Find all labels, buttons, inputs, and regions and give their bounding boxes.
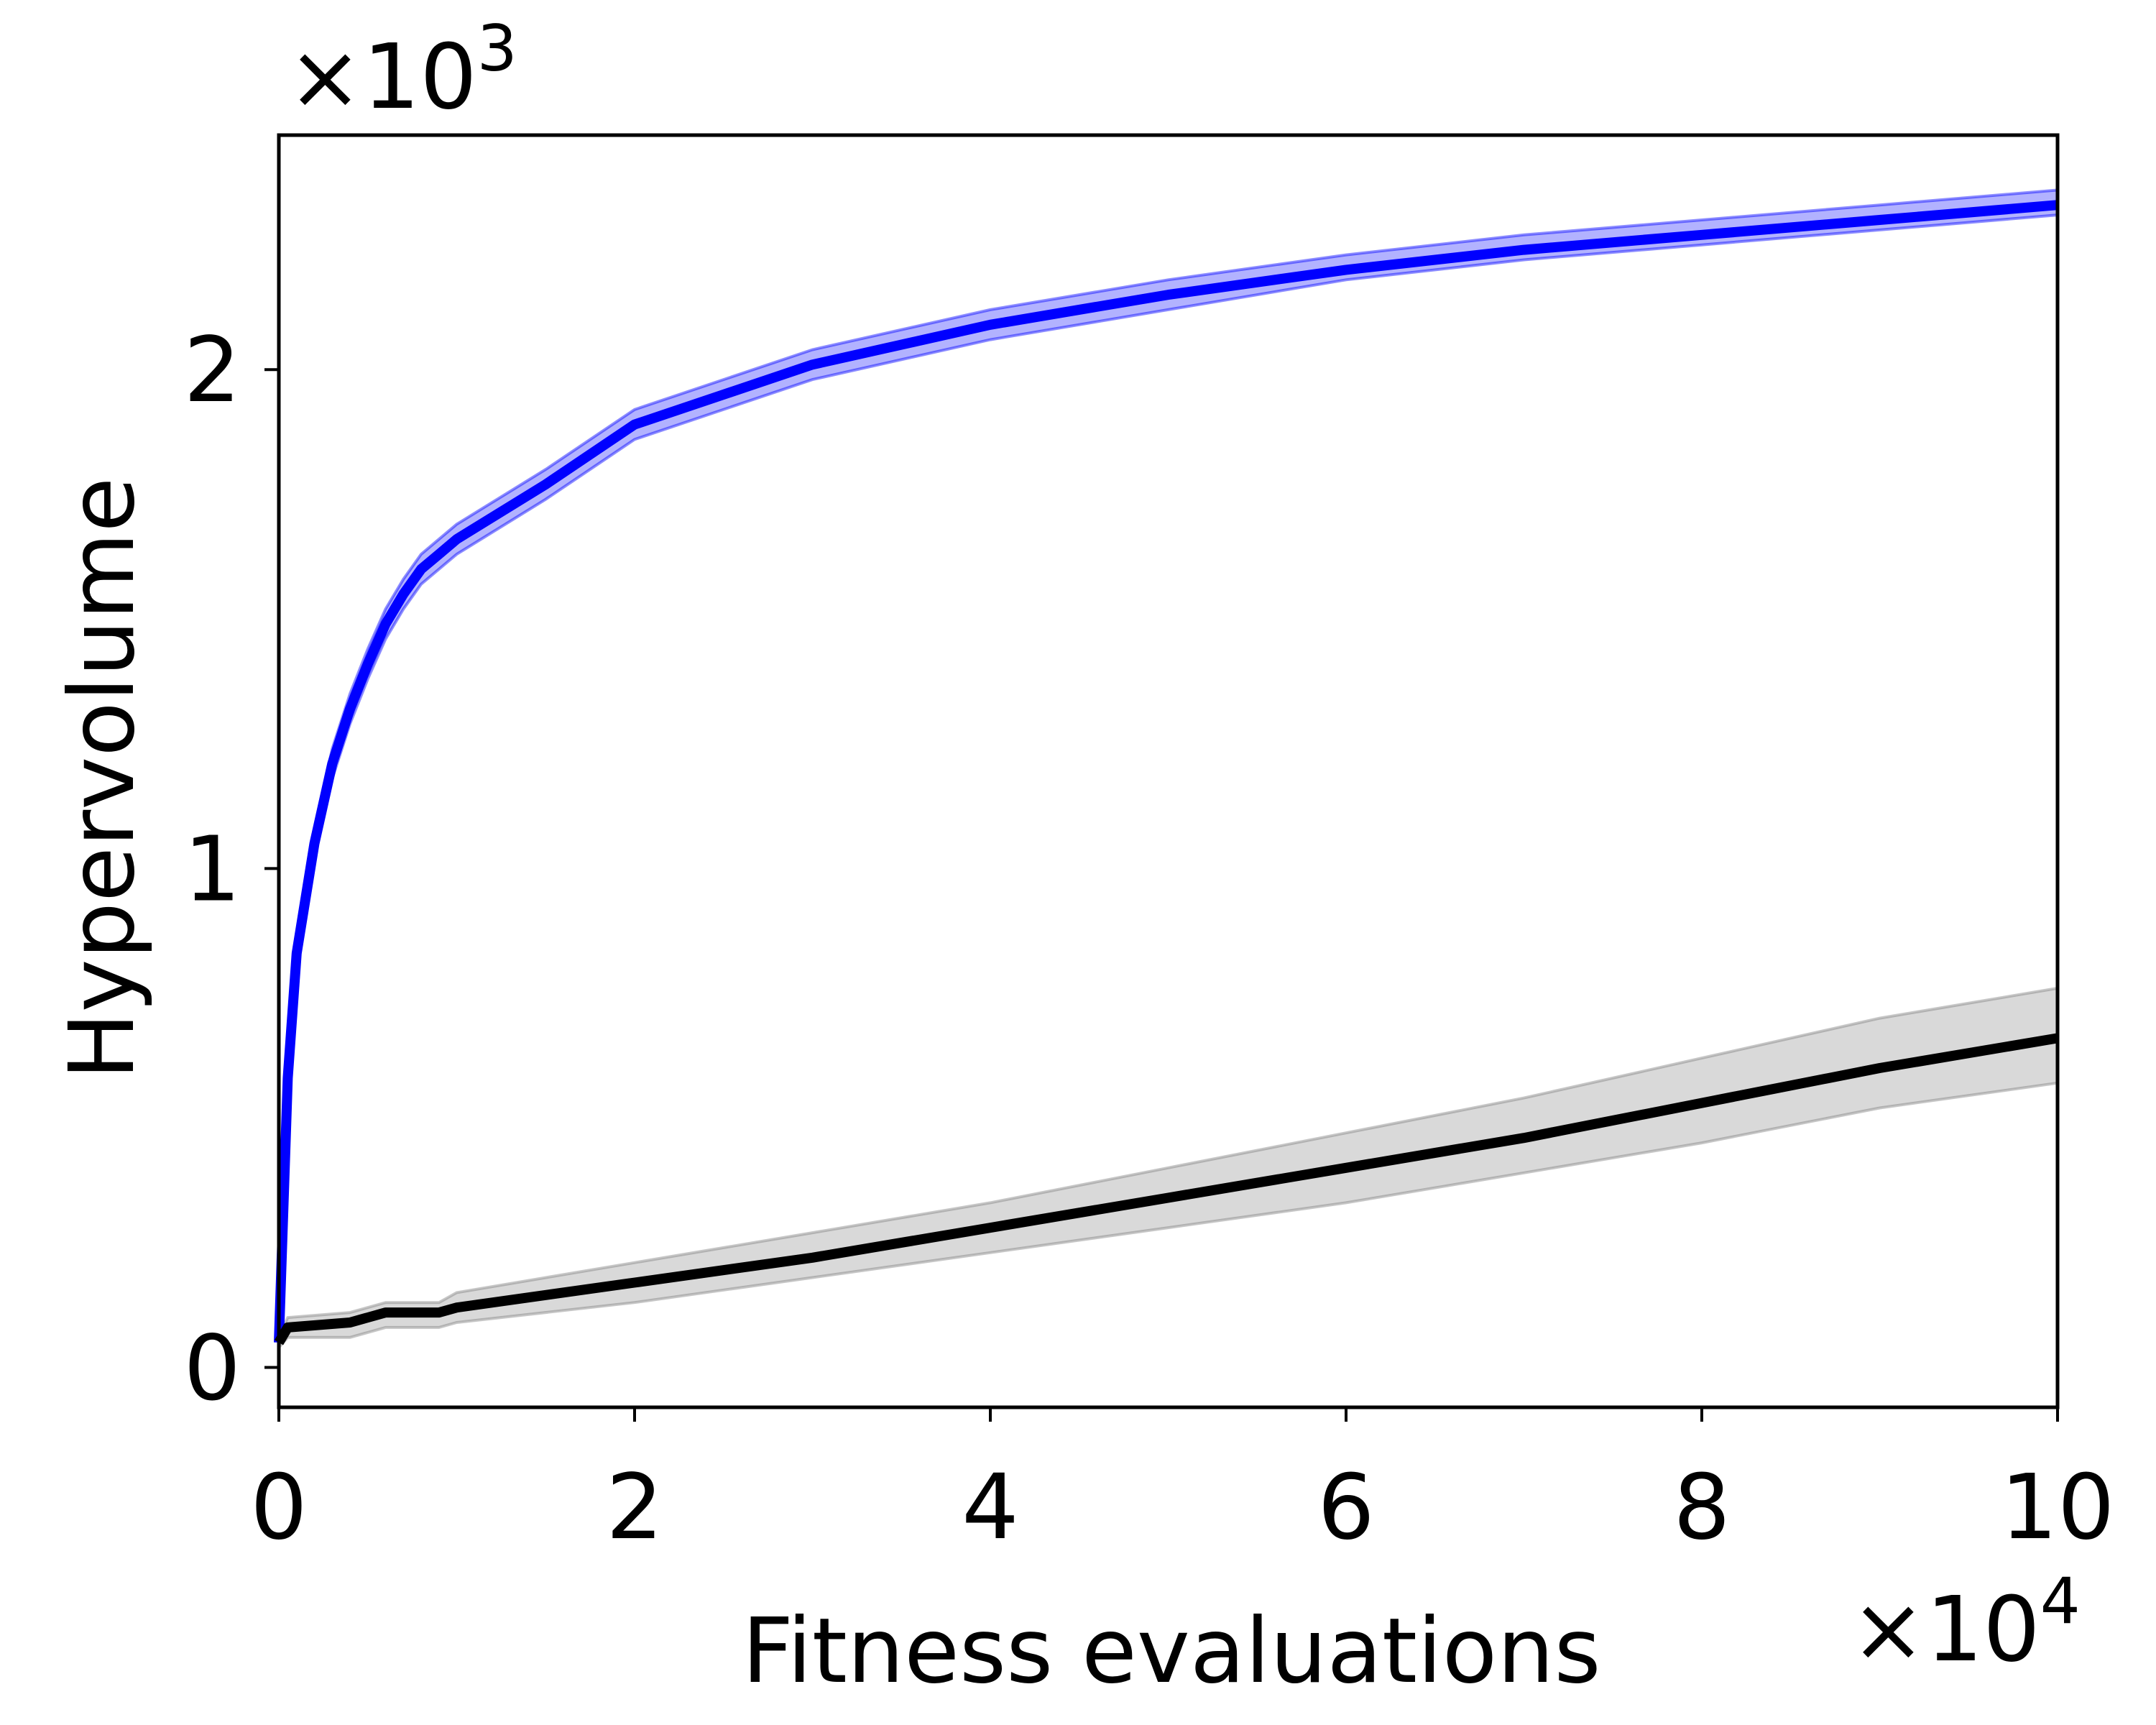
series-lines [274, 200, 2059, 1346]
x-axis-ticks: 0 2 4 6 8 10 [250, 1407, 2115, 1560]
y-tick-label: 0 [183, 1316, 241, 1420]
plot-frame [277, 133, 2060, 1409]
series-1-line [274, 200, 2058, 1343]
x-tick-label: 10 [2000, 1455, 2114, 1560]
x-tick-label: 2 [606, 1455, 663, 1560]
x-axis-exponent: 4 [2040, 1564, 2081, 1638]
x-axis-label: Fitness evaluations [742, 1599, 1600, 1703]
x-tick-label: 6 [1317, 1455, 1375, 1560]
y-axis-multiplier: ×103 [287, 12, 517, 129]
y-axis-ticks: 0 1 2 [183, 318, 279, 1420]
x-tick-label: 0 [250, 1455, 308, 1560]
x-tick-label: 8 [1673, 1455, 1731, 1560]
x-tick-label: 4 [962, 1455, 1019, 1560]
y-tick-label: 1 [183, 817, 241, 921]
series-2-line [274, 1033, 2059, 1346]
x-axis-multiplier: ×104 [1851, 1564, 2081, 1682]
confidence-bands [277, 188, 2059, 1351]
y-axis-label: Hypervolume [50, 477, 155, 1080]
y-tick-label: 2 [183, 318, 241, 423]
y-axis-exponent: 3 [477, 12, 517, 86]
